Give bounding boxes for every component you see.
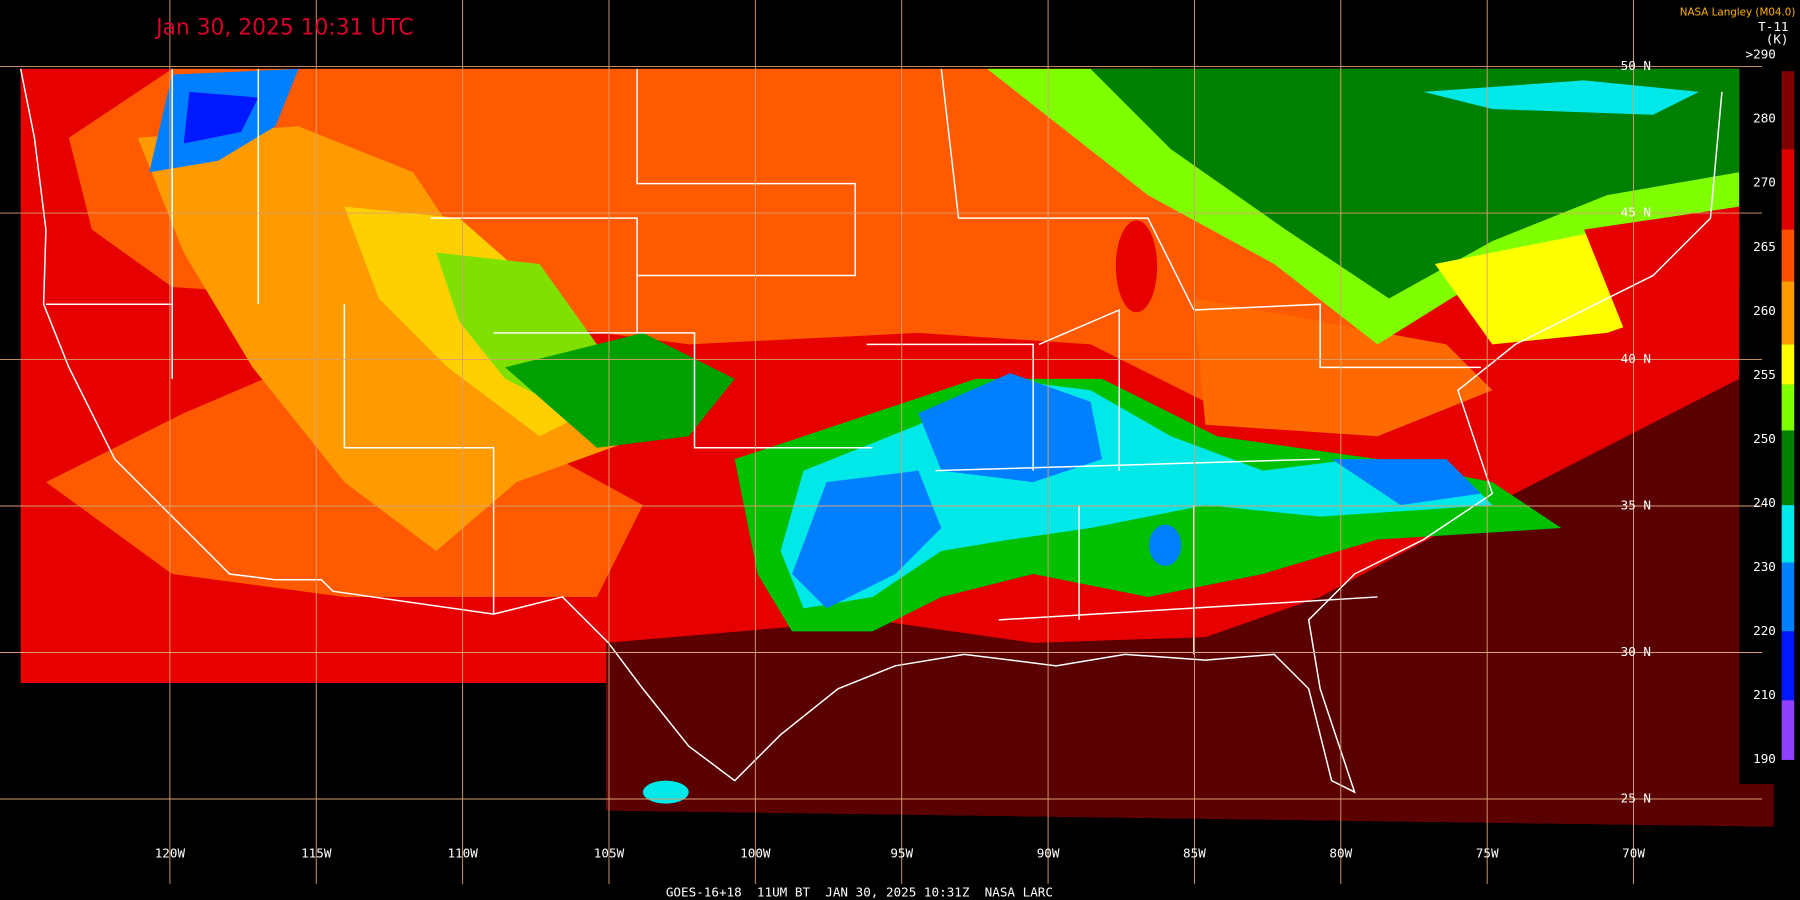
latitude-label: 35 N	[1621, 498, 1651, 513]
colorbar-label: 260	[1753, 303, 1776, 318]
blue-region	[1149, 524, 1182, 566]
credit: NASA Langley (M04.0)	[1680, 7, 1796, 19]
product: T-11	[1758, 19, 1788, 34]
color-step	[1781, 344, 1795, 385]
longitude-label: 70W	[1622, 846, 1645, 861]
borders	[19, 68, 1723, 794]
longitude-label: 120W	[155, 846, 186, 861]
color-step	[1781, 631, 1795, 701]
longitude-label: 80W	[1329, 846, 1352, 861]
longitude-label: 105W	[594, 846, 625, 861]
color-step	[1781, 562, 1795, 632]
dark-green-region	[1090, 68, 1740, 299]
longitude-label: 90W	[1037, 846, 1060, 861]
unit: (K)	[1766, 32, 1789, 47]
latitude-label: 25 N	[1621, 790, 1651, 805]
imagery	[20, 68, 1774, 827]
latitude-label: 40 N	[1621, 351, 1651, 366]
color-step	[1781, 229, 1795, 282]
colorbar-label: 220	[1753, 623, 1776, 638]
color-step	[1781, 505, 1795, 563]
lat-lon-grid: 120W 115W 110W 105W 100W 95W 90W 85W 80W 75W 70W 50…	[0, 0, 1763, 884]
colorbar-label: 190	[1753, 751, 1776, 766]
blue-region	[918, 373, 1103, 483]
timestamp: Jan 30, 2025 10:31 UTC	[154, 16, 413, 41]
green-region	[505, 332, 735, 448]
blue-region	[1331, 459, 1481, 506]
colorbar-label: 240	[1753, 495, 1776, 510]
blue-region	[792, 470, 942, 609]
color-step	[1781, 430, 1795, 506]
red-region	[1584, 206, 1740, 368]
colorbar	[1781, 71, 1795, 760]
colorbar-label: 250	[1753, 431, 1776, 446]
warm-water	[606, 378, 1774, 827]
longitude-label: 115W	[301, 846, 332, 861]
yellow-orange-region	[137, 126, 643, 552]
longitude-label: 95W	[890, 846, 913, 861]
longitude-label: 110W	[447, 846, 478, 861]
footer: GOES-16+18 11UM BT JAN 30, 2025 10:31Z N…	[666, 885, 1053, 900]
cyan-region	[1423, 80, 1699, 115]
color-step	[1781, 384, 1795, 431]
colorbar-label: 210	[1753, 687, 1776, 702]
lake-michigan	[1115, 220, 1158, 313]
longitude-label: 75W	[1476, 846, 1499, 861]
color-step	[1781, 700, 1795, 760]
coastline	[19, 68, 1723, 794]
colorbar-label: 230	[1753, 559, 1776, 574]
latitude-label: 30 N	[1621, 644, 1651, 659]
longitude-label: 85W	[1183, 846, 1206, 861]
color-step	[1781, 281, 1795, 345]
state-line	[45, 68, 1481, 655]
color-step	[1781, 149, 1795, 230]
latitude-label: 50 N	[1621, 58, 1651, 73]
colorbar-label: 270	[1753, 175, 1776, 190]
cyan-region	[642, 780, 689, 804]
dark-blue-region	[183, 91, 259, 144]
colorbar-label: 255	[1753, 367, 1776, 382]
colorbar-label: 265	[1753, 239, 1776, 254]
colorbar-label: >290	[1746, 47, 1776, 62]
latitude-label: 45 N	[1621, 205, 1651, 220]
longitude-label: 100W	[740, 846, 771, 861]
colorbar-label: 280	[1753, 111, 1776, 126]
color-step	[1781, 71, 1795, 150]
